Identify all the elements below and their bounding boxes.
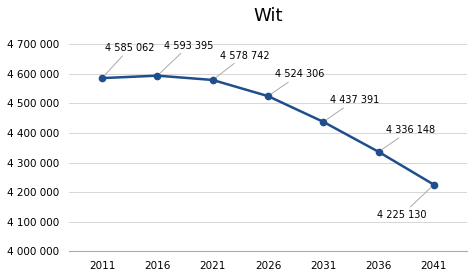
Text: 4 524 306: 4 524 306	[272, 70, 324, 94]
Text: 4 336 148: 4 336 148	[382, 125, 435, 150]
Title: Wit: Wit	[253, 7, 283, 25]
Text: 4 578 742: 4 578 742	[216, 51, 269, 78]
Text: 4 225 130: 4 225 130	[377, 188, 431, 220]
Text: 4 593 395: 4 593 395	[160, 41, 214, 73]
Text: 4 585 062: 4 585 062	[105, 43, 155, 75]
Text: 4 437 391: 4 437 391	[327, 95, 380, 120]
